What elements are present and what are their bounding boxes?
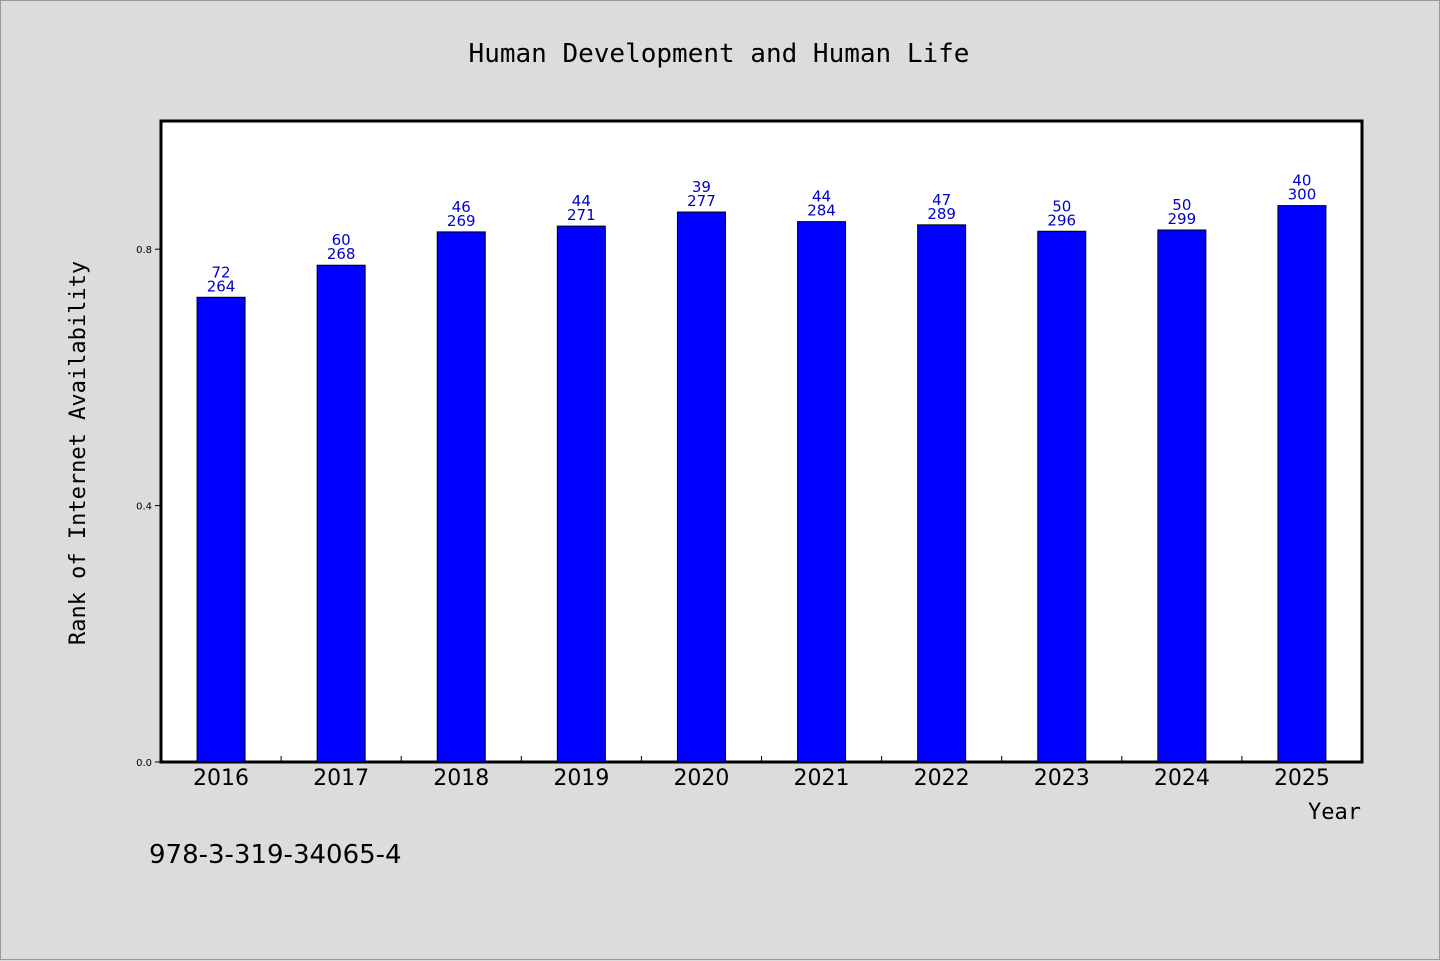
bar-label-bottom: 299 <box>1168 210 1197 228</box>
x-tick-label: 2024 <box>1154 766 1210 791</box>
bar <box>917 224 967 763</box>
y-tick-label: 0.8 <box>136 245 152 256</box>
bar <box>196 296 246 763</box>
bar <box>676 211 726 763</box>
x-tick-label: 2021 <box>794 766 850 791</box>
y-axis-label: Rank of Internet Availability <box>66 261 91 645</box>
bar-label-bottom: 277 <box>687 192 716 210</box>
bar-label-bottom: 284 <box>807 202 836 220</box>
bar-label-bottom: 268 <box>327 245 356 263</box>
bar-label-top: 44 <box>572 192 591 210</box>
bar-label-top: 72 <box>212 263 231 281</box>
x-tick-label: 2016 <box>193 766 249 791</box>
bar <box>556 225 606 763</box>
bar-label-top: 39 <box>692 178 711 196</box>
x-axis-ticks: 2016 2017 2018 2019 2020 2021 2022 2023 2024 2025 <box>193 756 1330 791</box>
bar <box>316 264 366 763</box>
bars <box>196 205 1327 763</box>
x-tick-label: 2020 <box>673 766 729 791</box>
bar-label-top: 40 <box>1292 172 1311 190</box>
x-tick-label: 2022 <box>914 766 970 791</box>
y-tick-label: 0.0 <box>136 758 152 769</box>
bar-label-bottom: 289 <box>927 205 956 223</box>
bar-label-top: 44 <box>812 188 831 206</box>
bar <box>1157 229 1207 763</box>
bar-label-top: 46 <box>452 198 471 216</box>
bar <box>1037 230 1087 763</box>
y-axis-ticks: 0.0 0.4 0.8 <box>136 245 161 769</box>
x-tick-label: 2017 <box>313 766 369 791</box>
x-tick-label: 2018 <box>433 766 489 791</box>
chart-title: Human Development and Human Life <box>469 39 970 69</box>
x-tick-label: 2019 <box>553 766 609 791</box>
bar-label-top: 60 <box>332 231 351 249</box>
y-tick-label: 0.4 <box>136 502 152 513</box>
bar-label-top: 50 <box>1172 196 1191 214</box>
bar-label-bottom: 296 <box>1047 211 1076 229</box>
bar-label-bottom: 300 <box>1288 186 1317 204</box>
bar <box>1277 205 1327 763</box>
x-axis-label: Year <box>1308 800 1361 825</box>
footnote-isbn: 978-3-319-34065-4 <box>149 840 402 870</box>
bar-label-bottom: 264 <box>207 277 236 295</box>
bar-label-top: 47 <box>932 191 951 209</box>
x-tick-label: 2023 <box>1034 766 1090 791</box>
bar-label-bottom: 271 <box>567 206 596 224</box>
x-tick-label: 2025 <box>1274 766 1330 791</box>
bar-label-top: 50 <box>1052 197 1071 215</box>
bar <box>797 221 847 763</box>
bar-label-bottom: 269 <box>447 212 476 230</box>
bar <box>436 231 486 763</box>
